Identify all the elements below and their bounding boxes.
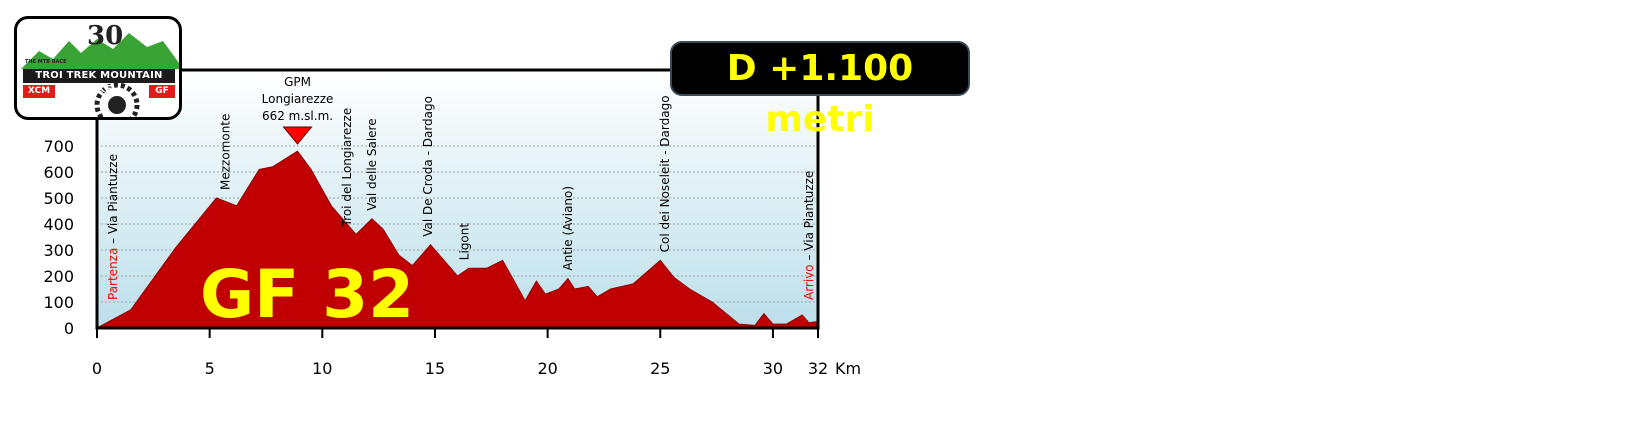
waypoint-name: Ligont [457,223,471,261]
waypoint-separator: – [802,251,816,265]
x-tick-label: 30 [763,359,783,378]
waypoint-prefix: Partenza [106,248,120,300]
waypoint-label: Col dei Noseleit - Dardago [658,95,672,252]
waypoint-label: Arrivo – Via Piantuzze [802,171,816,300]
plot-frame [95,68,820,330]
waypoint-name: Antie (Aviano) [561,186,575,271]
y-tick-label: 300 [43,241,74,260]
x-tick-label: 0 [92,359,102,378]
waypoint-name: Mezzomonte [218,114,232,190]
logo-anniversary-number: 30 [87,21,124,51]
x-tick-label: 10 [312,359,332,378]
elevation-area [96,150,819,329]
waypoint-label: Troi del Longiarezze [340,108,354,228]
logo-tag-gf: GF [149,85,175,98]
waypoint-name: Via Piantuzze [106,154,120,234]
y-tick-label: 700 [43,137,74,156]
waypoint-label: Antie (Aviano) [561,186,575,271]
waypoint-label: Ligont [457,223,471,261]
x-tick-label: 32 [808,359,828,378]
waypoint-label: Partenza – Via Piantuzze [106,154,120,300]
y-tick-label: 400 [43,215,74,234]
waypoint-name: Val delle Salere [365,118,379,210]
waypoint-label: Val delle Salere [365,118,379,210]
waypoint-name: Val De Croda - Dardago [421,96,435,237]
waypoint-name: Troi del Longiarezze [340,108,354,228]
waypoint-prefix: Arrivo [802,264,816,300]
y-tick-label: 500 [43,189,74,208]
x-tick-label: 15 [425,359,445,378]
logo-small-text: THE MTB RACE [25,59,67,65]
x-tick-label: 20 [537,359,557,378]
y-tick-label: 100 [43,293,74,312]
logo-tag-xcm: XCM [23,85,55,98]
summit-marker [282,126,313,145]
y-tick-label: 200 [43,267,74,286]
summit-label-line: Longiarezze [262,92,334,106]
waypoint-label: Mezzomonte [218,114,232,190]
waypoint-name: Col dei Noseleit - Dardago [658,95,672,252]
y-tick-label: 600 [43,163,74,182]
waypoint-label: Val De Croda - Dardago [421,96,435,237]
race-label: GF 32 [200,256,414,333]
waypoint-separator: – [106,234,120,248]
mountains-icon [21,33,179,117]
summit-label-line: GPM [284,75,311,89]
elevation-gain-badge: D +1.100 metri [670,41,970,140]
y-tick-label: 0 [64,319,74,338]
waypoint-name: Via Piantuzze [802,171,816,251]
race-logo: 30 THE MTB RACE TROI TREK MOUNTAIN BIKE … [14,16,182,120]
x-tick-label: 25 [650,359,670,378]
summit-label-line: 662 m.sl.m. [262,109,333,123]
x-unit-label: Km [835,359,861,378]
x-tick-label: 5 [205,359,215,378]
logo-title-band: TROI TREK MOUNTAIN BIKE [23,69,175,95]
